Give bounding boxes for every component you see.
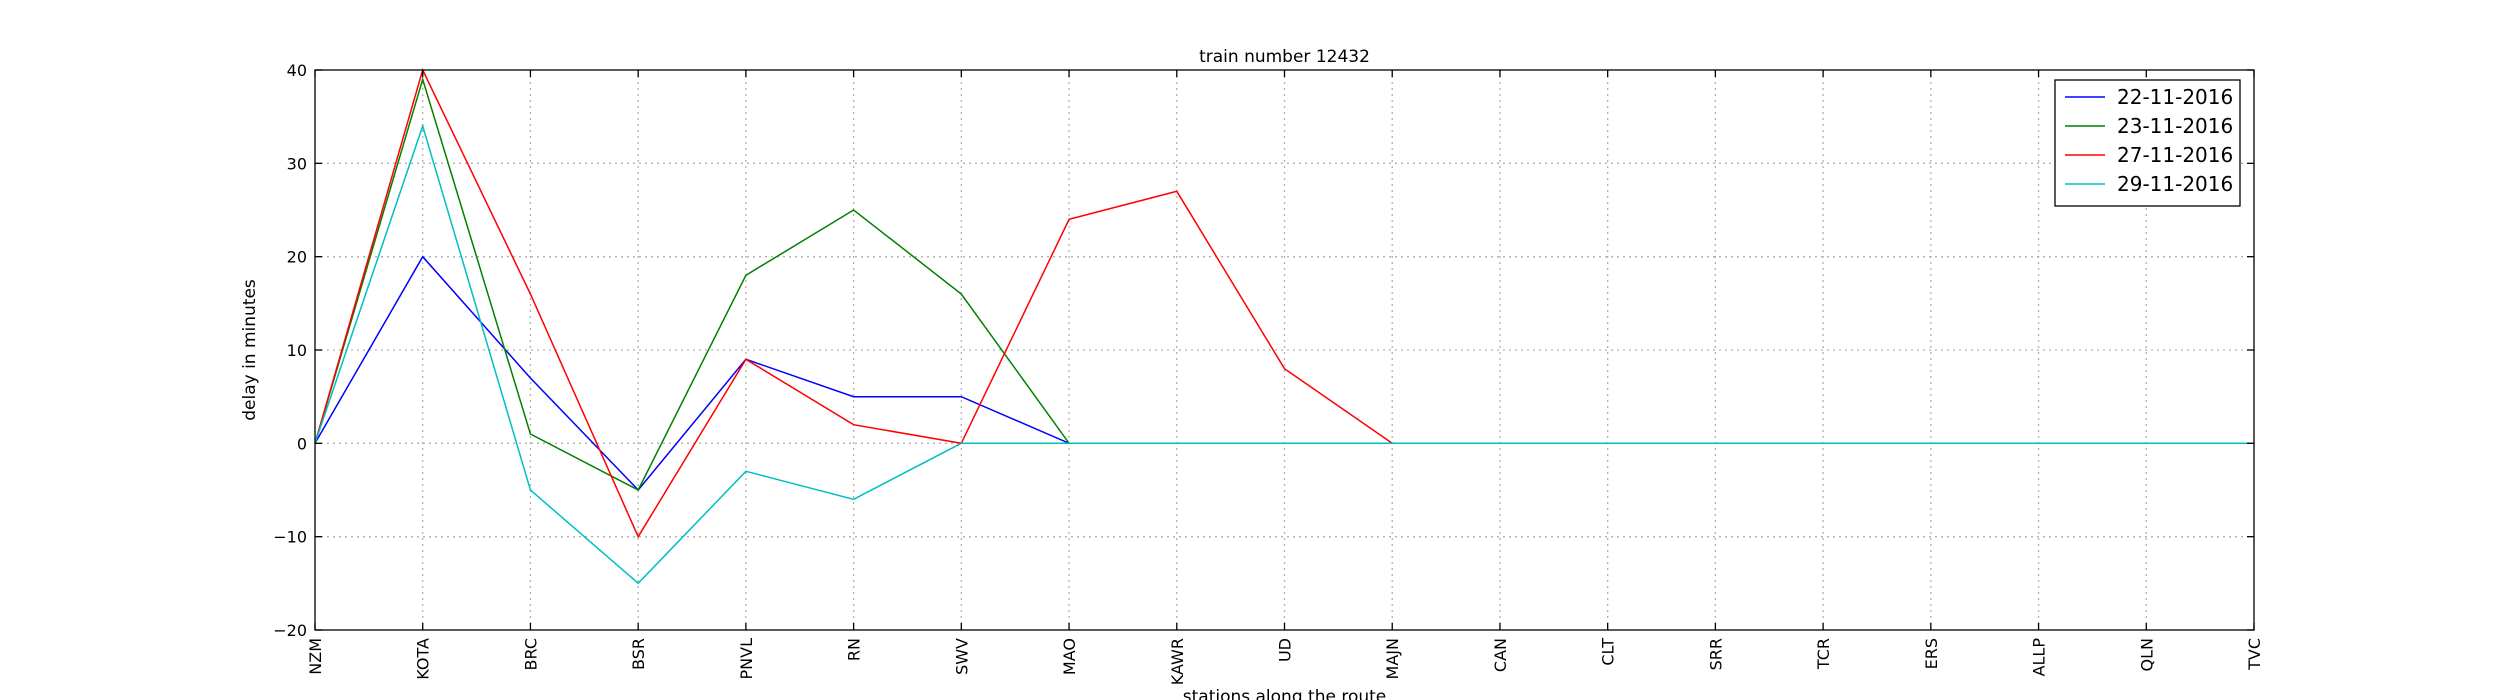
x-tick-label: PNVL xyxy=(737,638,756,680)
y-tick-label: 0 xyxy=(297,434,307,453)
x-tick-label: UD xyxy=(1276,638,1295,662)
y-tick-label: 30 xyxy=(287,154,307,173)
x-tick-label: QLN xyxy=(2137,638,2156,671)
legend-label: 29-11-2016 xyxy=(2117,172,2233,196)
legend-label: 22-11-2016 xyxy=(2117,85,2233,109)
grid xyxy=(315,70,2254,630)
series-line-29-11-2016 xyxy=(314,123,2254,585)
x-tick-label: KAWR xyxy=(1168,638,1187,685)
legend-label: 27-11-2016 xyxy=(2117,143,2233,167)
x-tick-label: BSR xyxy=(629,638,648,670)
x-tick-label: TVC xyxy=(2245,638,2264,671)
legend-label: 23-11-2016 xyxy=(2117,114,2233,138)
y-tick-label: −20 xyxy=(273,621,307,640)
y-tick-label: 20 xyxy=(287,248,307,267)
x-tick-label: KOTA xyxy=(414,638,433,680)
x-tick-label: TCR xyxy=(1814,638,1833,670)
legend-box xyxy=(2054,79,2241,207)
x-tick-label: MAO xyxy=(1060,638,1079,675)
x-tick-label: NZM xyxy=(306,638,325,675)
x-tick-label: CLT xyxy=(1599,638,1618,666)
x-axis-ticks: NZM KOTA BRC BSR PNVL RN SWV MAO KAWR UD MAJN CAN CL… xyxy=(306,70,2264,685)
x-tick-label: ERS xyxy=(1922,638,1941,669)
x-axis-title: stations along the route xyxy=(1183,687,1387,700)
series-line-23-11-2016 xyxy=(314,76,2254,492)
x-tick-label: CAN xyxy=(1491,638,1510,672)
y-tick-label: 40 xyxy=(287,61,307,80)
y-tick-label: 10 xyxy=(287,341,307,360)
x-tick-label: SWV xyxy=(952,638,971,675)
y-axis-title: delay in minutes xyxy=(240,279,260,421)
y-axis-ticks: −20 −10 0 10 20 30 40 xyxy=(273,61,2254,640)
chart-title: train number 12432 xyxy=(1199,47,1370,67)
x-tick-label: MAJN xyxy=(1383,638,1402,679)
series-lines xyxy=(314,67,2254,585)
y-tick-label: −10 xyxy=(273,528,307,547)
x-tick-label: ALLP xyxy=(2030,638,2049,677)
x-tick-label: RN xyxy=(845,638,864,661)
x-tick-label: SRR xyxy=(1706,638,1725,670)
legend: 22-11-2016 23-11-2016 27-11-2016 29-11-2016 xyxy=(2054,79,2241,207)
x-tick-label: BRC xyxy=(521,638,540,670)
